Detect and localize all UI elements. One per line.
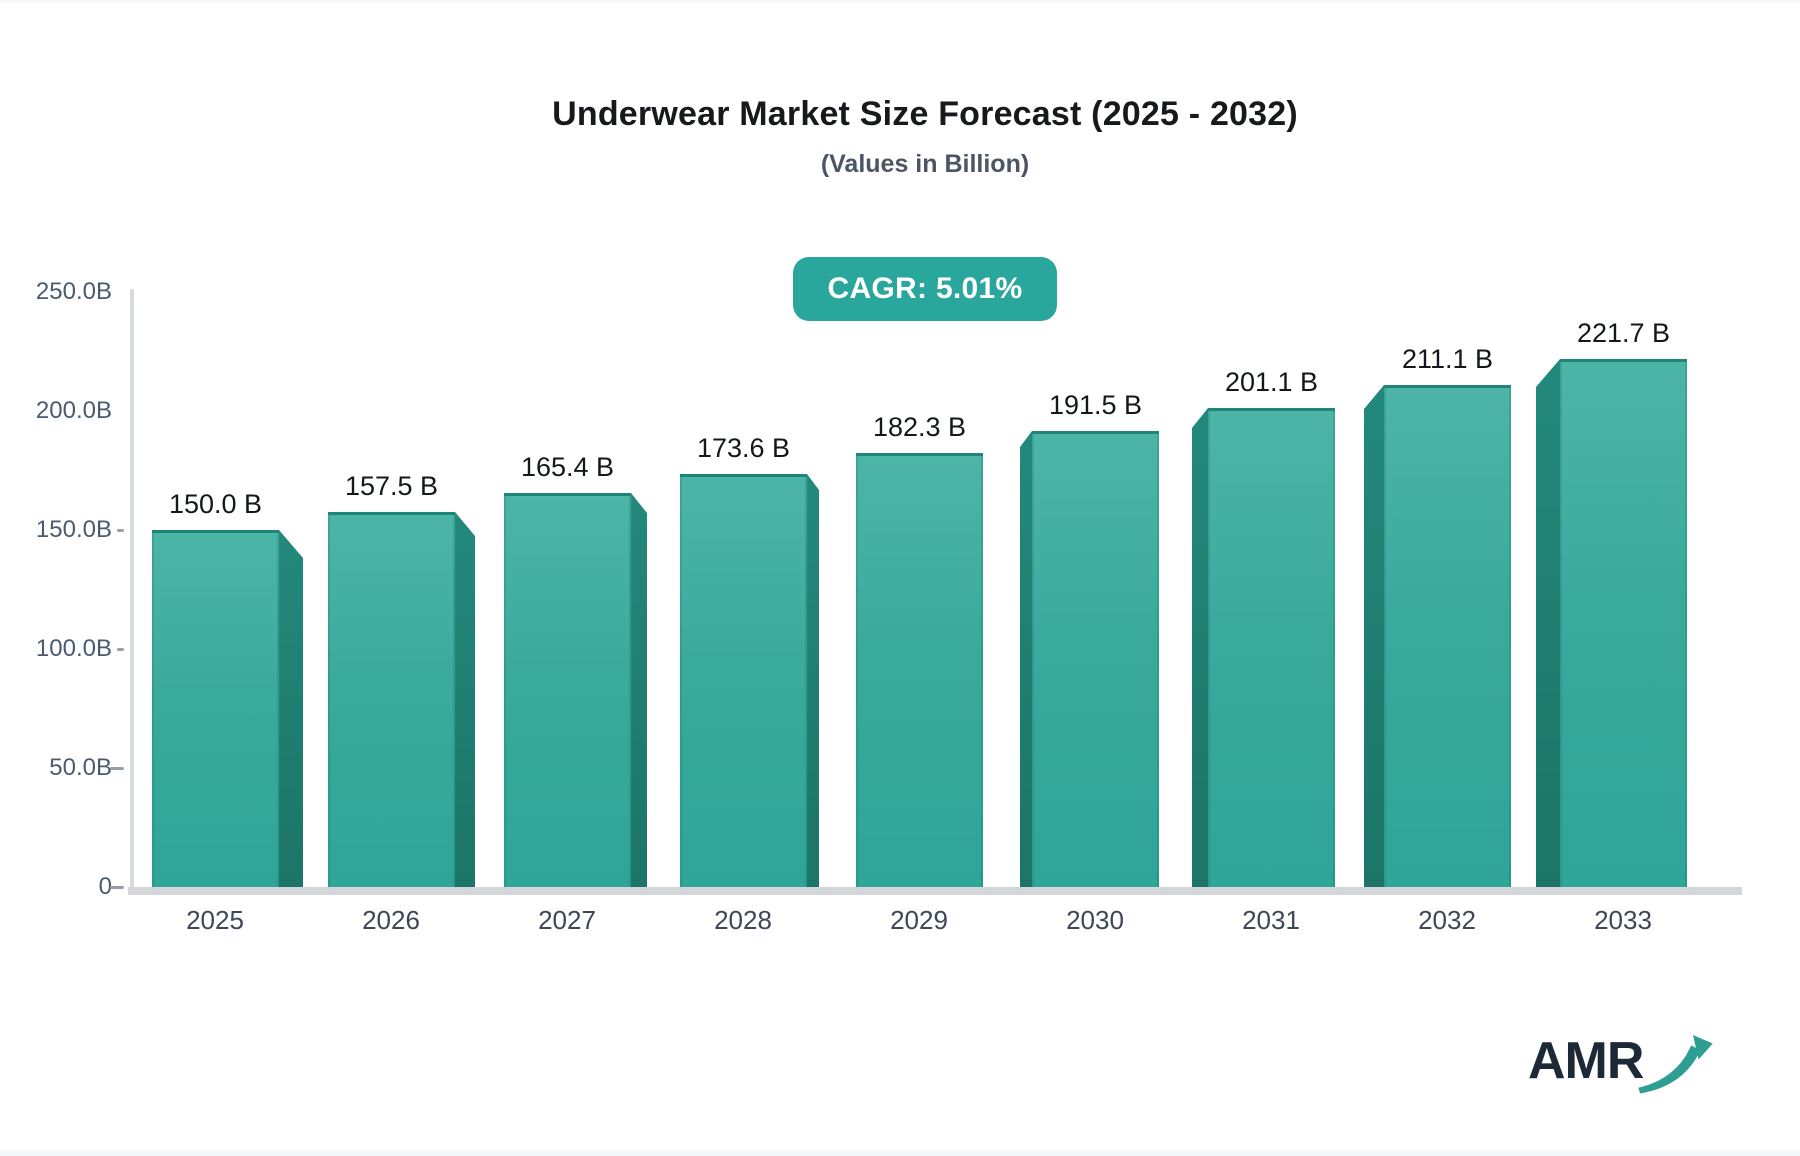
bar-side-2028 [807, 474, 819, 887]
growth-arrow-icon [1638, 1035, 1714, 1094]
bar-value-label: 150.0 B [168, 489, 263, 519]
bar-2033 [1560, 359, 1687, 887]
x-axis-baseline [128, 887, 1742, 895]
y-tick-dash [110, 767, 124, 770]
bar-value-label: 191.5 B [1048, 390, 1143, 420]
bar-side-2026 [455, 512, 475, 887]
cagr-badge-wrap: CAGR: 5.01% [40, 257, 1800, 321]
bar-value-label: 201.1 B [1224, 367, 1319, 397]
bar-side-2030 [1020, 431, 1032, 887]
bar-value-label: 165.4 B [520, 452, 615, 482]
x-axis-label: 2028 [714, 905, 772, 935]
y-tick-dash [117, 529, 124, 532]
bar-value-label: 173.6 B [696, 433, 791, 463]
bar-2029 [856, 453, 983, 887]
chart-title: Underwear Market Size Forecast (2025 - 2… [552, 95, 1298, 133]
bar-value-label: 157.5 B [344, 471, 439, 501]
y-tick-label: 250.0B [35, 278, 112, 305]
cagr-badge: CAGR: 5.01% [793, 257, 1057, 321]
bar-value-label: 221.7 B [1576, 318, 1671, 348]
x-axis-label: 2029 [890, 905, 948, 935]
bar-2030 [1032, 431, 1159, 887]
y-tick-label: 0 [98, 873, 112, 900]
bar-2032 [1384, 385, 1511, 887]
bar-2026 [328, 512, 455, 887]
chart-header: Underwear Market Size Forecast (2025 - 2… [40, 95, 1800, 179]
chart-subtitle: (Values in Billion) [820, 150, 1030, 178]
brand-logo-text: AMR [1528, 1032, 1644, 1090]
bar-side-2032 [1364, 385, 1384, 887]
x-axis-label: 2027 [538, 905, 596, 935]
x-axis-label: 2030 [1066, 905, 1124, 935]
bar-2028 [680, 474, 807, 887]
x-axis-label: 2031 [1242, 905, 1300, 935]
y-tick-label: 50.0B [49, 754, 112, 781]
bar-value-label: 182.3 B [872, 412, 967, 442]
x-axis-label: 2032 [1418, 905, 1476, 935]
y-tick-label: 150.0B [35, 516, 112, 543]
bar-side-2033 [1536, 359, 1560, 887]
brand-logo: AMR [1528, 1033, 1715, 1103]
bar-2025 [152, 530, 279, 887]
x-axis-label: 2026 [362, 905, 420, 935]
bar-side-2027 [631, 493, 647, 887]
y-tick-label: 100.0B [35, 635, 112, 662]
bar-side-2031 [1192, 408, 1208, 887]
bar-value-label: 211.1 B [1401, 344, 1494, 374]
y-tick-label: 200.0B [35, 397, 112, 424]
y-tick-dash [110, 886, 124, 889]
y-tick-dash [117, 648, 124, 651]
y-axis-line [130, 289, 134, 891]
bar-side-2025 [279, 530, 303, 887]
bar-2027 [504, 493, 631, 887]
x-axis-label: 2025 [186, 905, 244, 935]
bar-2031 [1208, 408, 1335, 887]
x-axis-label: 2033 [1594, 905, 1652, 935]
